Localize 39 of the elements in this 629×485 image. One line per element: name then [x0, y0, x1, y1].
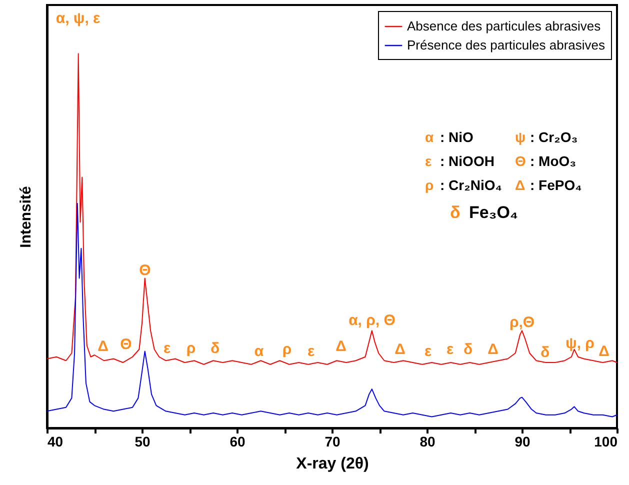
- annotation: Δ: [98, 338, 109, 355]
- x-tick-label: 70: [324, 434, 340, 450]
- text: ε : NiOOH: [425, 153, 494, 169]
- annotation: ε: [307, 343, 315, 360]
- annotation: Δ: [488, 341, 499, 358]
- legend-label: Présence des particules abrasives: [407, 38, 606, 52]
- annotation: δ: [210, 340, 220, 357]
- x-tick-label: 40: [48, 434, 64, 450]
- text: δ Fe₃O₄: [450, 203, 518, 222]
- annotation: ρ: [282, 341, 292, 358]
- annotation: δ: [463, 341, 473, 358]
- text: α : NiO: [425, 129, 474, 145]
- x-tick-label: 90: [514, 434, 530, 450]
- annotation: ψ, ρ: [566, 335, 594, 352]
- x-axis-title: X-ray (2θ): [296, 456, 369, 472]
- annotation: δ: [540, 344, 550, 361]
- annotation: ε: [163, 340, 171, 357]
- annotation: ε: [424, 343, 432, 360]
- text: ρ : Cr₂NiO₄: [425, 177, 502, 193]
- text: Δ : FePO₄: [515, 177, 582, 193]
- x-tick-label: 80: [420, 434, 436, 450]
- annotation: ρ: [186, 340, 196, 357]
- text: α, ψ, ε: [56, 10, 100, 27]
- x-tick-label: 50: [134, 434, 150, 450]
- annotation: ε: [446, 341, 454, 358]
- text: Θ : MoO₃: [515, 153, 576, 169]
- text: ψ : Cr₂O₃: [515, 129, 578, 145]
- annotation: ρ,Θ: [509, 314, 535, 331]
- annotation: Δ: [598, 343, 610, 360]
- y-axis-title: Intensité: [18, 186, 34, 248]
- x-tick-label: 100: [594, 434, 618, 450]
- legend-label: Absence des particules abrasives: [407, 18, 602, 34]
- annotation: α, ρ, Θ: [348, 312, 396, 329]
- annotation: Δ: [394, 341, 406, 358]
- annotation: Θ: [120, 336, 132, 353]
- annotation: α: [254, 343, 264, 360]
- x-tick-label: 60: [230, 434, 246, 450]
- annotation: Δ: [336, 338, 347, 355]
- annotation: Θ: [139, 262, 152, 279]
